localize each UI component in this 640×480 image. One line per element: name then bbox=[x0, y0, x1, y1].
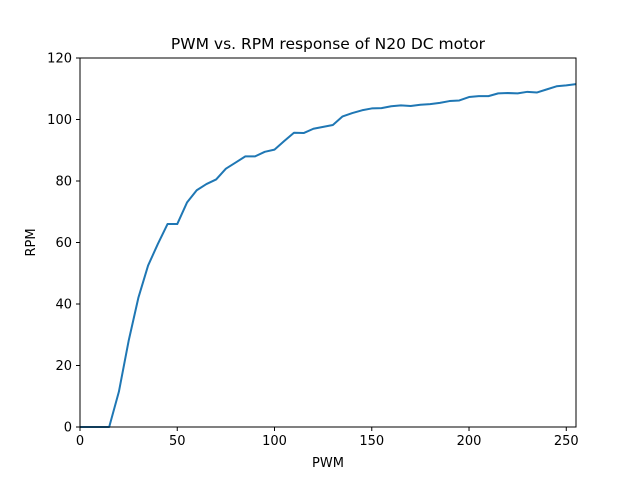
x-tick-label: 200 bbox=[457, 434, 482, 449]
y-tick-label: 0 bbox=[64, 421, 72, 436]
x-axis: 0 50 100 150 200 250 bbox=[76, 427, 579, 449]
x-tick-label: 50 bbox=[169, 434, 186, 449]
y-tick-label: 40 bbox=[55, 298, 72, 313]
y-tick-label: 120 bbox=[47, 52, 72, 67]
y-axis: 0 20 40 60 80 100 120 bbox=[47, 52, 80, 436]
plot-frame bbox=[79, 57, 577, 428]
x-tick-label: 100 bbox=[262, 434, 287, 449]
y-axis-label: RPM bbox=[24, 228, 39, 256]
y-tick-label: 100 bbox=[47, 113, 72, 128]
x-tick-label: 150 bbox=[359, 434, 384, 449]
x-axis-label: PWM bbox=[312, 456, 344, 471]
y-tick-label: 20 bbox=[55, 359, 72, 374]
y-tick-label: 60 bbox=[55, 236, 72, 251]
series-line bbox=[80, 83, 577, 428]
x-tick-label: 250 bbox=[554, 434, 579, 449]
x-tick-label: 0 bbox=[76, 434, 84, 449]
plot-area bbox=[80, 83, 577, 428]
y-tick-label: 80 bbox=[55, 175, 72, 190]
chart-title: PWM vs. RPM response of N20 DC motor bbox=[171, 35, 486, 53]
